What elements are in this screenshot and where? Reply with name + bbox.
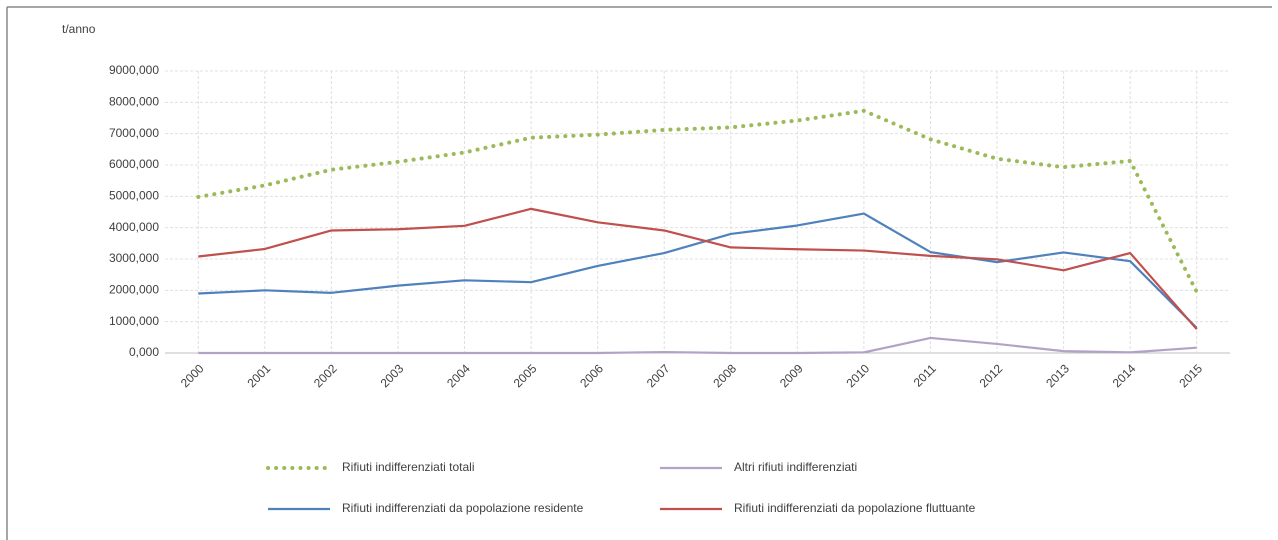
y-tick-label: 0,000 xyxy=(129,345,159,359)
x-tick-label: 2003 xyxy=(378,361,407,390)
x-tick-label: 2012 xyxy=(977,361,1006,390)
x-tick-label: 2001 xyxy=(244,361,273,390)
y-tick-label: 7000,000 xyxy=(109,126,159,140)
y-tick-label: 1000,000 xyxy=(109,314,159,328)
y-tick-label: 3000,000 xyxy=(109,251,159,265)
y-tick-label: 2000,000 xyxy=(109,283,159,297)
x-tick-label: 2008 xyxy=(710,361,739,390)
series-line xyxy=(198,212,1198,329)
x-tick-label: 2009 xyxy=(777,361,806,390)
x-tick-label: 2006 xyxy=(577,361,606,390)
x-tick-label: 2000 xyxy=(178,361,207,390)
series-line xyxy=(198,207,1198,330)
x-tick-label: 2007 xyxy=(644,361,673,390)
y-unit-label: t/anno xyxy=(62,22,96,36)
y-tick-label: 6000,000 xyxy=(109,157,159,171)
legend-label: Rifiuti indifferenziati da popolazione f… xyxy=(734,501,976,515)
y-tick-label: 9000,000 xyxy=(109,63,159,77)
x-tick-label: 2011 xyxy=(911,361,939,389)
x-tick-label: 2005 xyxy=(511,361,540,390)
x-tick-label: 2013 xyxy=(1043,361,1072,390)
y-tick-label: 5000,000 xyxy=(109,189,159,203)
x-tick-label: 2015 xyxy=(1176,361,1205,390)
series-line xyxy=(198,336,1197,355)
legend-label: Rifiuti indifferenziati totali xyxy=(342,460,475,474)
y-tick-label: 4000,000 xyxy=(109,220,159,234)
legend-label: Rifiuti indifferenziati da popolazione r… xyxy=(342,501,584,515)
y-tick-label: 8000,000 xyxy=(109,95,159,109)
series-line xyxy=(196,108,1199,294)
x-tick-label: 2014 xyxy=(1110,361,1139,390)
x-tick-label: 2010 xyxy=(843,361,872,390)
legend-label: Altri rifiuti indifferenziati xyxy=(734,460,857,474)
x-tick-label: 2002 xyxy=(311,361,340,390)
x-tick-label: 2004 xyxy=(444,361,473,390)
